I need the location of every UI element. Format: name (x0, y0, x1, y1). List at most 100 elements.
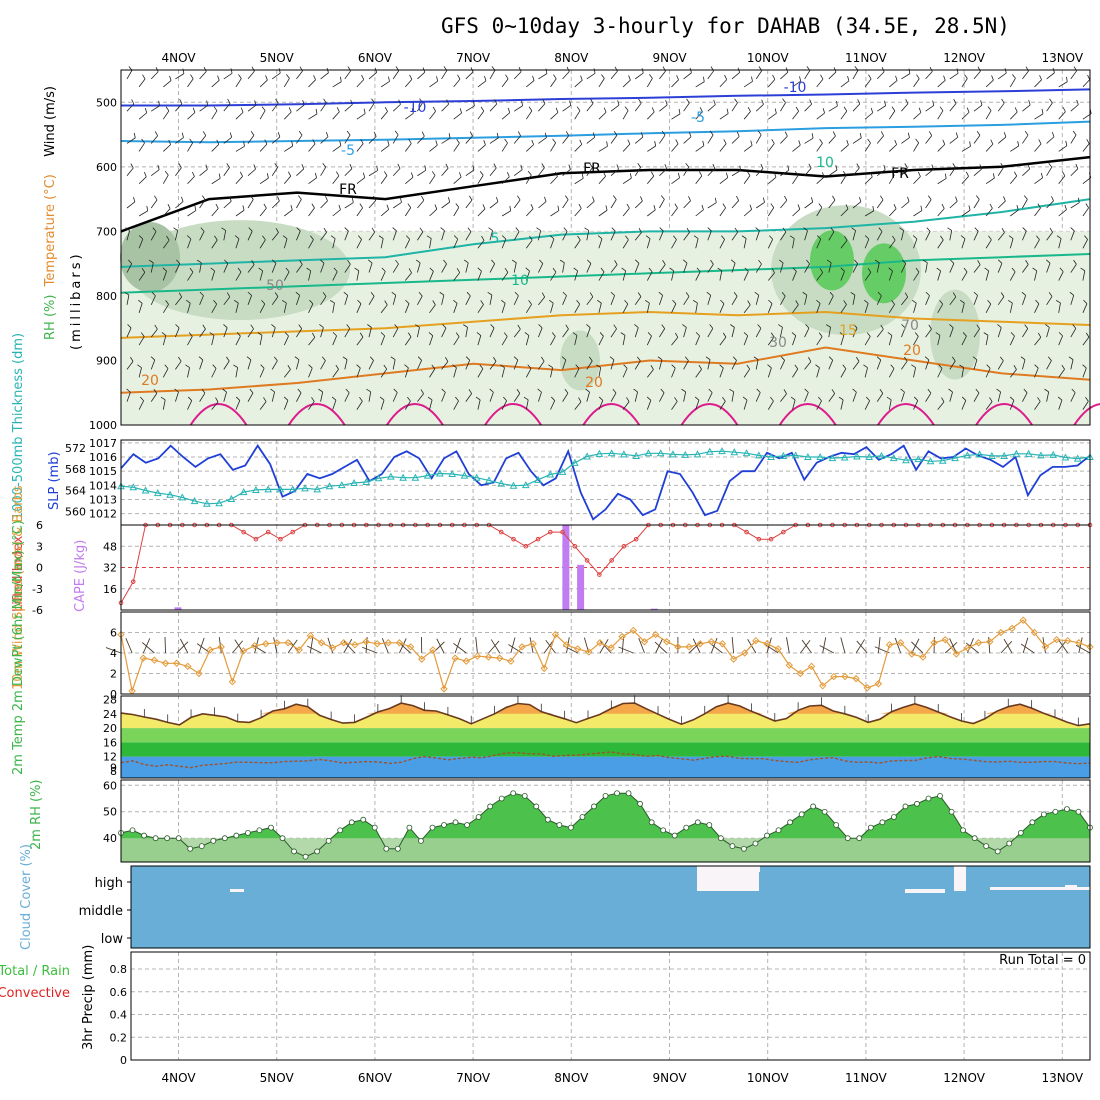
wind-barb (1070, 202, 1080, 209)
wind-barb (1070, 392, 1076, 402)
wind-barb-flag (1028, 100, 1031, 106)
wind-barb-flag (948, 388, 953, 393)
contour-label: -5 (341, 143, 355, 159)
wind-barb (332, 111, 340, 120)
wind-barb (332, 238, 336, 249)
wind-barb (671, 303, 677, 313)
wind-barb (586, 103, 594, 112)
wind-barb (767, 400, 774, 410)
wind-barb (997, 391, 1002, 402)
wind-barb-flag (972, 356, 978, 361)
wind-barb-flag (393, 388, 398, 393)
wind-barb (659, 328, 666, 338)
wind-barb (380, 111, 388, 120)
wind-barb (937, 401, 945, 410)
wind-barb-flag (839, 332, 845, 336)
wind-barb-flag (965, 171, 969, 177)
wind-barb (501, 210, 511, 217)
wind-barb (501, 176, 510, 185)
thickness-marker (350, 478, 358, 487)
wind-barb (671, 401, 678, 410)
wind-barb (199, 105, 209, 112)
wind-barb-flag (455, 203, 460, 208)
wind-barb-flag (891, 106, 896, 112)
wind-speed-marker (150, 656, 159, 664)
wind-barb (211, 110, 218, 120)
wind-barb (586, 391, 590, 402)
wind-barb (937, 144, 946, 152)
rh-marker (660, 827, 667, 834)
wind-barb (985, 303, 992, 314)
wind-barb (949, 167, 956, 176)
surface-wind-barb (545, 639, 556, 654)
wind-barb-flag (572, 332, 578, 336)
wind-barb-flag (472, 165, 475, 171)
wind-barb-flag (603, 107, 607, 113)
wind-barb (973, 264, 981, 273)
wind-barb (707, 104, 716, 112)
wind-barb-flag (733, 292, 738, 297)
wind-barb-flag (835, 165, 838, 171)
rh-marker (821, 808, 828, 815)
wind-barb (538, 103, 546, 112)
wind-barb (465, 393, 473, 402)
wind-barb (598, 335, 604, 346)
wind-barb-flag (720, 299, 725, 304)
wind-barb (284, 111, 292, 120)
wind-barb (1022, 264, 1029, 273)
wind-barb-flag (224, 259, 229, 264)
wind-barb-flag (640, 132, 644, 138)
wind-barb (392, 392, 398, 402)
wind-barb-flag (565, 131, 570, 136)
wind-barb-flag (168, 139, 171, 145)
wind-barb (126, 361, 134, 370)
wind-barb (852, 294, 856, 305)
thickness-marker (558, 467, 567, 475)
wind-barb-flag (688, 131, 692, 137)
wind-barb-flag (260, 364, 265, 369)
wind-barb-flag (573, 267, 578, 272)
wind-barb (949, 263, 955, 273)
surface-wind-barb (306, 645, 322, 654)
isotherm-hot-arc (680, 403, 739, 426)
panel-bg-slp (121, 440, 1090, 525)
wind-barb-flag (686, 227, 690, 233)
wind-barb-flag (973, 291, 978, 296)
thickness-marker (153, 489, 162, 497)
thickness-marker (534, 475, 542, 483)
wind-barb-flag (1085, 203, 1089, 209)
wind-barb-flag (753, 356, 759, 360)
wind-barb-flag (1061, 171, 1066, 177)
wind-barb (755, 295, 760, 305)
wind-barb-flag (501, 235, 507, 240)
wind-barb-flag (266, 173, 269, 179)
wind-barb-flag (979, 164, 982, 170)
wind-barb (961, 238, 966, 249)
wind-barb-flag (768, 235, 773, 240)
wind-barb-flag (370, 292, 375, 297)
wind-barb (525, 368, 532, 378)
wind-barb (247, 231, 253, 241)
wind-barb-flag (838, 396, 844, 401)
cape-bar (562, 525, 570, 610)
wind-barb-flag (1011, 267, 1016, 273)
thickness-marker (938, 456, 947, 464)
wind-barb-flag (233, 364, 238, 368)
wind-barb (562, 231, 568, 241)
surface-wind-barb (436, 638, 445, 654)
wind-barb-flag (242, 205, 245, 211)
wind-barb (634, 232, 642, 241)
wind-barb-flag (325, 196, 328, 201)
wind-barb-flag (421, 195, 425, 201)
precip-tick: 0.8 (110, 963, 128, 976)
wind-barb-flag (1080, 267, 1086, 272)
wind-barb (634, 136, 644, 144)
wind-barb (513, 295, 519, 305)
wind-barb (852, 361, 860, 370)
wind-barb-flag (916, 74, 920, 79)
wind-speed-marker (518, 643, 526, 651)
wind-barb (985, 335, 989, 346)
wind-barb (888, 368, 895, 378)
wind-barb-flag (530, 204, 534, 209)
wind-barb (126, 263, 133, 273)
